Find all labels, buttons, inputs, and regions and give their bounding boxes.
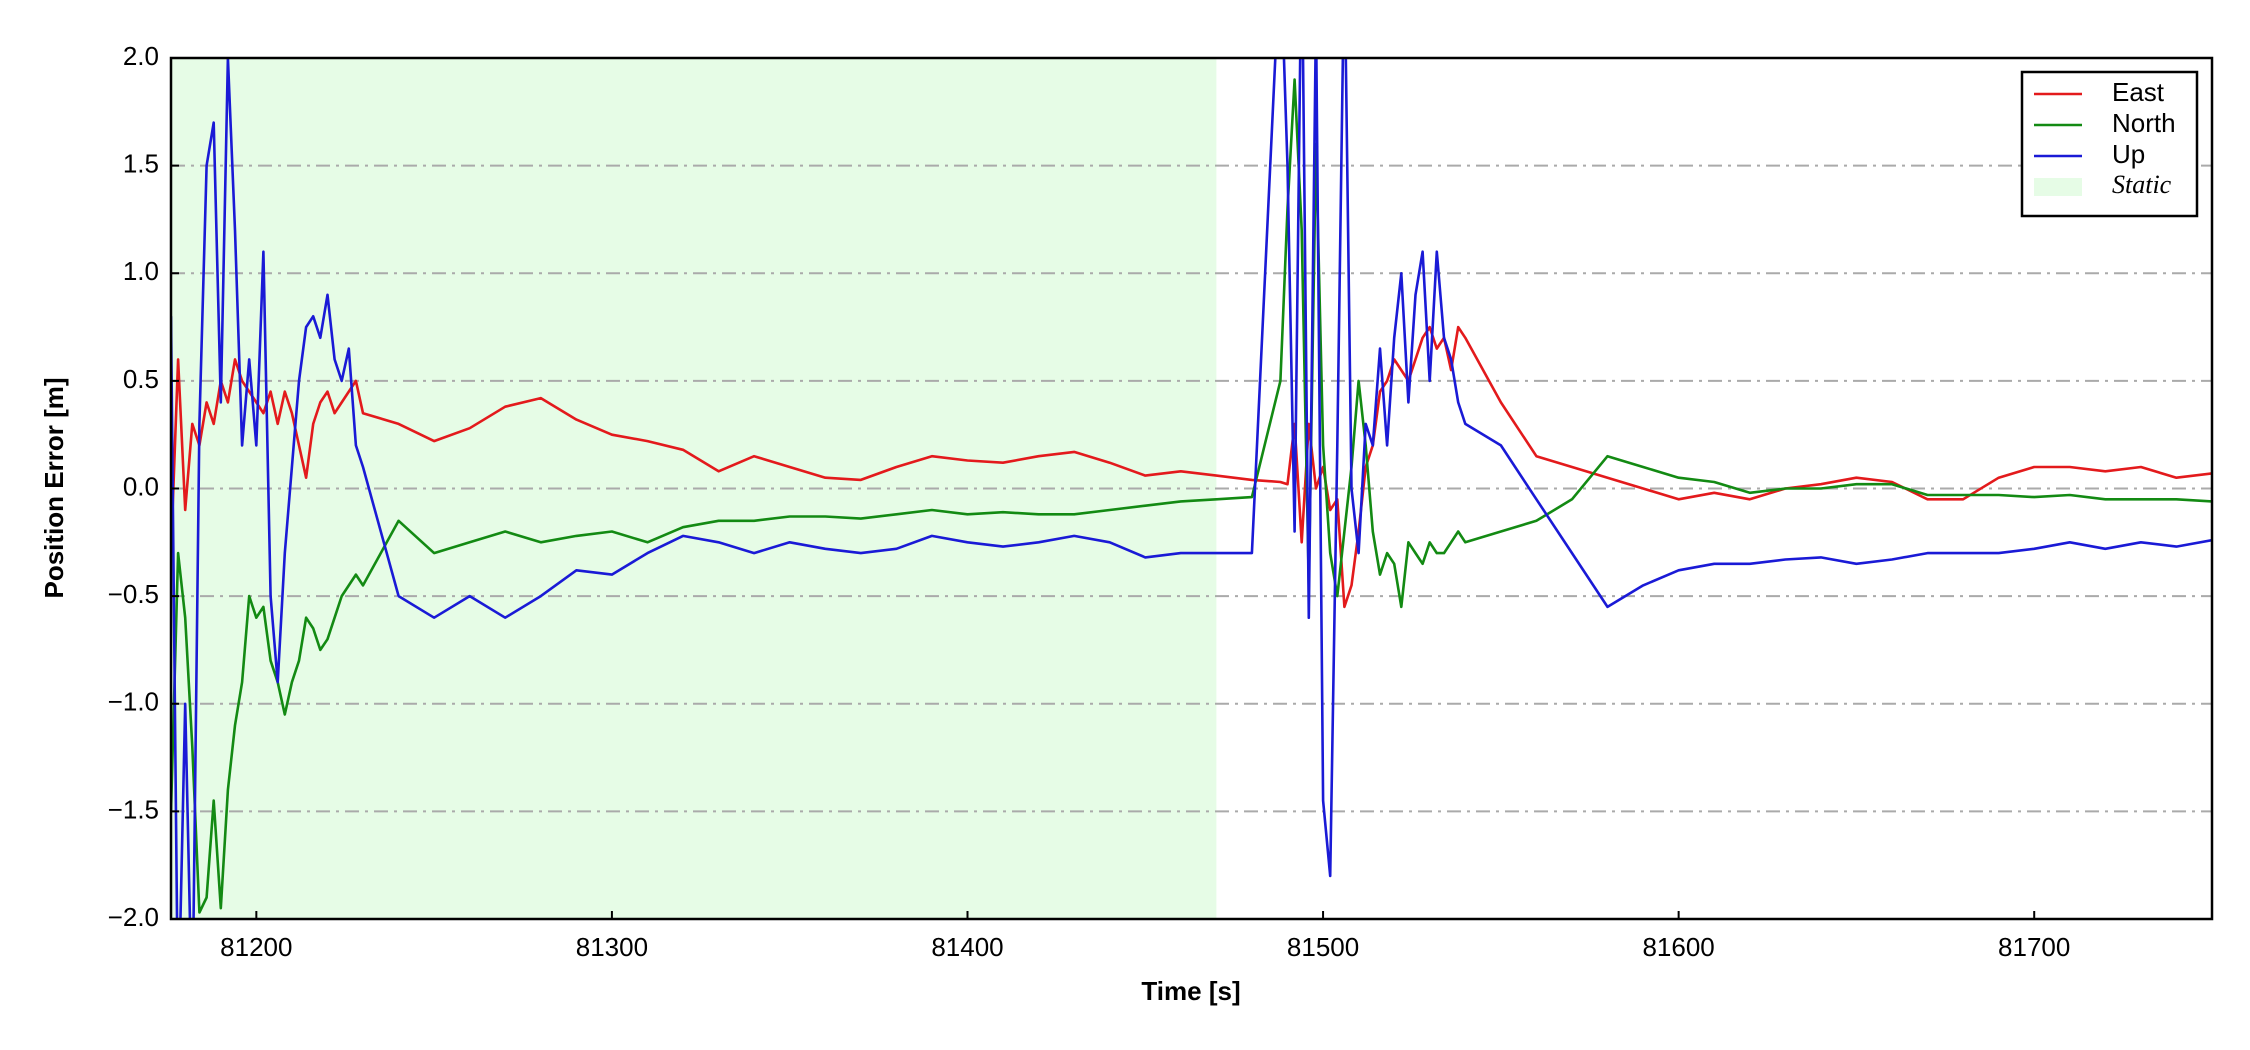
plot-lines <box>171 58 2212 919</box>
y-tick-label: 0.5 <box>123 364 159 394</box>
legend-swatch <box>2034 178 2082 196</box>
y-tick-label: 1.0 <box>123 256 159 286</box>
x-tick-label: 81600 <box>1642 932 1714 962</box>
y-axis-title: Position Error [m] <box>39 377 69 598</box>
y-tick-label: −1.5 <box>108 794 159 824</box>
series-line <box>171 58 2212 919</box>
legend-label: Static <box>2112 170 2172 199</box>
y-tick-label: −1.0 <box>108 687 159 717</box>
series-line <box>171 78 2212 914</box>
x-tick-label: 81400 <box>931 932 1003 962</box>
y-tick-label: −0.5 <box>108 579 159 609</box>
y-tick-label: 2.0 <box>123 41 159 71</box>
x-tick-label: 81500 <box>1287 932 1359 962</box>
x-tick-label: 81700 <box>1998 932 2070 962</box>
legend-label: North <box>2112 108 2176 138</box>
legend-label: Up <box>2112 139 2145 169</box>
series-line <box>171 325 2212 609</box>
y-tick-label: 0.0 <box>123 471 159 501</box>
x-axis-title: Time [s] <box>1141 976 1240 1006</box>
y-tick-label: −2.0 <box>108 902 159 932</box>
y-tick-label: 1.5 <box>123 149 159 179</box>
x-tick-label: 81300 <box>576 932 648 962</box>
ticks: −2.0 −1.5 −1.0 −0.5 0.0 0.5 1.0 1.5 2.0 81200 8130… <box>108 41 2071 962</box>
x-tick-label: 81200 <box>220 932 292 962</box>
legend-label: East <box>2112 77 2165 107</box>
